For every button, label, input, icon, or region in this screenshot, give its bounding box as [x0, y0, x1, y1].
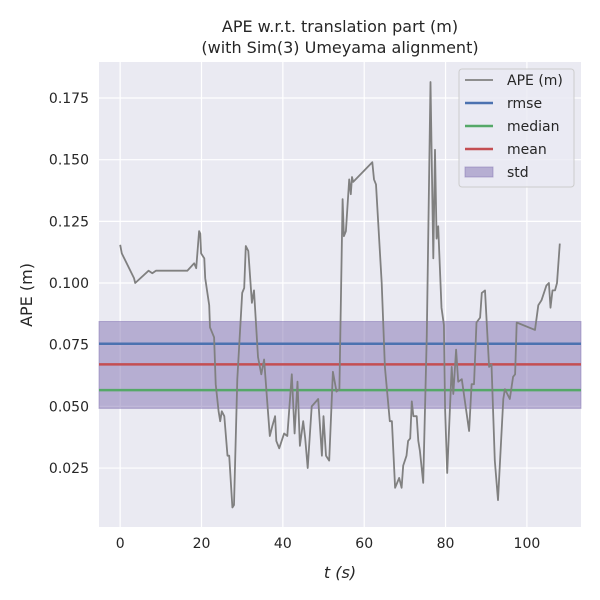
x-tick-label: 80	[437, 536, 455, 552]
legend-label: mean	[507, 142, 547, 158]
y-tick-label: 0.050	[49, 399, 89, 415]
x-tick-label: 100	[514, 536, 541, 552]
chart-title-line2: (with Sim(3) Umeyama alignment)	[201, 38, 478, 57]
legend-label: std	[507, 165, 529, 181]
legend-swatch-std	[464, 166, 494, 178]
legend-box	[458, 68, 575, 188]
y-tick-label: 0.125	[49, 214, 89, 230]
chart-title-line1: APE w.r.t. translation part (m)	[222, 17, 458, 36]
ape-series-line	[119, 81, 561, 509]
legend-label: median	[507, 119, 559, 135]
y-axis-label: APE (m)	[17, 263, 36, 327]
y-tick-label: 0.100	[49, 276, 89, 292]
legend: APE (m) rmse median mean std	[458, 68, 575, 188]
legend-label: rmse	[507, 96, 542, 112]
y-tick-label: 0.025	[49, 461, 89, 477]
x-axis-label: t (s)	[324, 563, 356, 582]
x-tick-label: 40	[274, 536, 292, 552]
y-tick-label: 0.175	[49, 91, 89, 107]
legend-label: APE (m)	[507, 73, 563, 89]
y-tick-label: 0.075	[49, 338, 89, 354]
x-tick-label: 0	[116, 536, 125, 552]
x-tick-label: 20	[193, 536, 211, 552]
y-tick-label: 0.150	[49, 153, 89, 169]
x-tick-label: 60	[355, 536, 373, 552]
